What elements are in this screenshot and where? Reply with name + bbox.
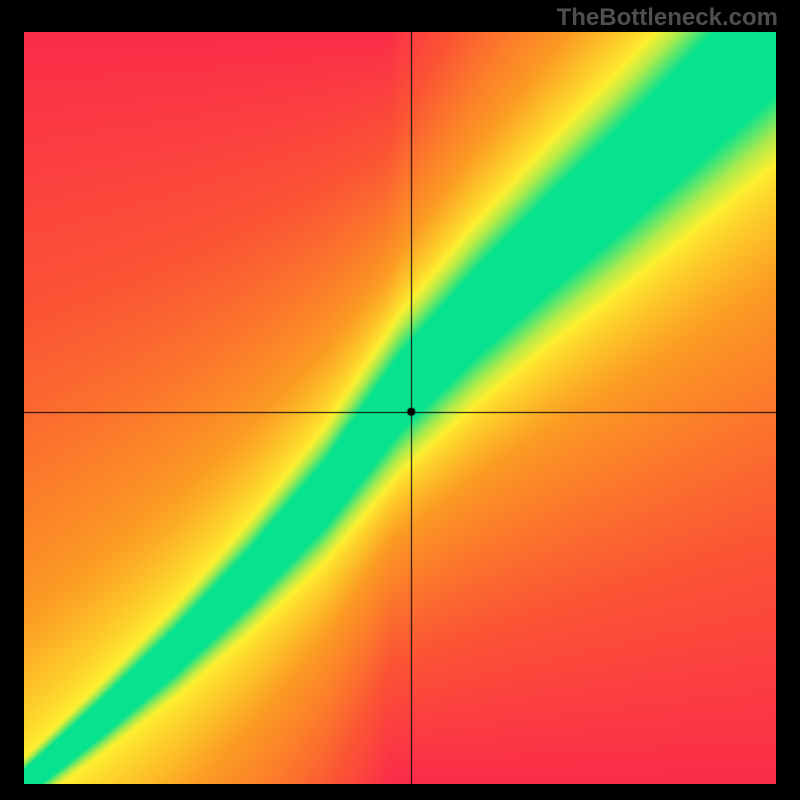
chart-frame: TheBottleneck.com [0, 0, 800, 800]
bottleneck-heatmap [24, 32, 776, 784]
watermark-label: TheBottleneck.com [557, 4, 778, 32]
